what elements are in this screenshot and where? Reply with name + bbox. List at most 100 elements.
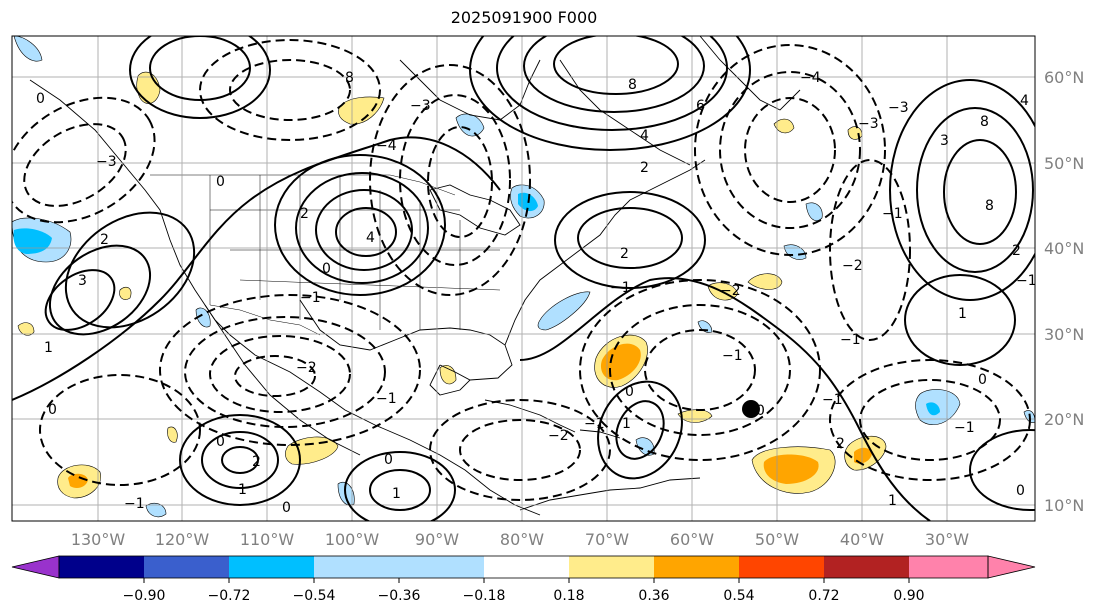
contour-label: 1 [958,306,967,322]
contour-low-east-1 [829,359,1031,481]
greenland-coast [699,36,801,111]
map-frame [11,35,1036,522]
colorbar-swatch [314,556,399,578]
contour-low-west-1 [199,39,381,141]
colorbar-tick-label: 0.72 [808,588,839,604]
lat-label: 10°N [1044,496,1084,515]
contour-high-tropics-2 [615,400,665,460]
contour-high-tropics-1 [597,380,683,480]
contour-label: 0 [384,452,393,468]
contour-high-east-atlantic-2 [916,107,1034,273]
us-east-coast [504,159,706,346]
contour-label: 0 [216,434,225,450]
contour-low-great-lakes-2 [399,94,511,266]
contour-low-great-lakes-3 [427,126,493,238]
lon-label: 40°W [840,530,884,549]
hispaniola [579,429,621,439]
contour-labels: 8 8 4 6 2 8 4 8 3 1 −3 −3 −4 −2 −2 2 4 2… [36,70,1037,516]
negative-anomaly-area [805,202,823,221]
lon-label: 110°W [240,530,295,549]
contour-zero-line-2 [519,277,931,521]
contour-zero-line [12,136,501,401]
lon-label: 120°W [155,530,210,549]
contour-label: 4 [640,128,649,144]
negative-contours [12,39,1031,501]
colorbar-tick-label: −0.18 [463,588,506,604]
contour-high-hudson-2 [496,36,728,131]
contour-label: 1 [392,486,401,502]
contour-label: 1 [622,416,631,432]
contour-low-subtropical-3 [644,329,756,411]
contour-low-north-atlantic-1 [694,44,886,256]
contour-label: −1 [376,391,397,407]
contour-high-westcoast-3 [44,269,116,331]
colorbar-tick-label: 0.36 [638,588,669,604]
contour-low-subtropical-2 [609,304,791,436]
hudson-bay [399,59,541,121]
contour-label: −2 [720,283,741,299]
contour-label: 8 [628,77,637,93]
contour-low-gulf-1 [159,294,421,446]
contour-high-pacific-3 [221,446,259,474]
lat-label: 50°N [1044,154,1084,173]
yucatan [429,364,471,396]
contour-label: 2 [620,246,629,262]
contour-label: 2 [100,232,109,248]
contour-low-pacific-2 [23,123,127,207]
lon-label: 30°W [925,530,969,549]
map-title: 2025091900 F000 [450,8,598,27]
contour-low-caribbean-2 [459,419,581,481]
colorbar-swatch [59,556,144,578]
colorbar: −0.90 −0.72 −0.54 −0.36 −0.18 0.18 0.36 … [11,555,1036,604]
contour-high-east-atlantic-3 [943,139,1017,245]
lon-label: 50°W [755,530,799,549]
contour-low-gulf-3 [209,335,351,413]
positive-anomaly-area [338,96,385,125]
contour-label: 0 [36,91,45,107]
colorbar-overflow-triangle [987,555,1036,579]
contour-label: −1 [722,348,743,364]
colorbar-swatch [654,556,739,578]
positive-anomaly-area [747,273,783,290]
positive-contours [12,36,1035,521]
colorbar-swatch [229,556,314,578]
lon-label: 70°W [585,530,629,549]
latitude-labels: 60°N 50°N 40°N 30°N 20°N 10°N [1044,68,1084,515]
cuba [484,399,576,433]
contour-high-central-4 [335,207,397,257]
contour-label: 1 [238,482,247,498]
contour-label: −1 [954,420,975,436]
contour-high-central-america-1 [344,451,456,521]
contour-low-gulf-4 [234,355,316,397]
colorbar-tick-label: 0.54 [723,588,754,604]
contour-high-hudson-3 [523,36,705,113]
contour-label: −1 [1016,273,1037,289]
gulf-of-mexico-coast [299,299,513,381]
longitude-labels: 130°W 120°W 110°W 100°W 90°W 80°W 70°W 6… [71,530,969,549]
contour-low-west-2 [229,59,351,121]
contour-label: 0 [978,372,987,388]
contour-label: 0 [756,403,765,419]
contour-high-hudson-1 [469,36,751,151]
colorbar-tick-label: −0.36 [378,588,421,604]
contour-high-northwest-1 [129,36,271,119]
colorbar-tick-label: −0.72 [208,588,251,604]
colorbar-underflow-triangle [11,555,60,579]
colorbar-swatch [484,556,569,578]
contour-label: −1 [610,280,631,296]
contour-label: 4 [366,230,375,246]
north-america-west-coast [29,79,541,516]
contour-high-central-2 [295,172,429,284]
contour-label: −1 [584,416,605,432]
contour-label: −3 [96,154,117,170]
negative-anomaly-core [926,402,940,416]
labrador-coast [559,59,691,166]
contour-label: −4 [800,70,821,86]
negative-anomaly-area [195,307,211,328]
contour-label: 0 [282,500,291,516]
us-mexico-border [209,304,321,336]
contour-label: −1 [882,206,903,222]
contour-label: −4 [376,138,397,154]
positive-anomaly-core [854,447,872,464]
great-lakes [429,184,521,236]
